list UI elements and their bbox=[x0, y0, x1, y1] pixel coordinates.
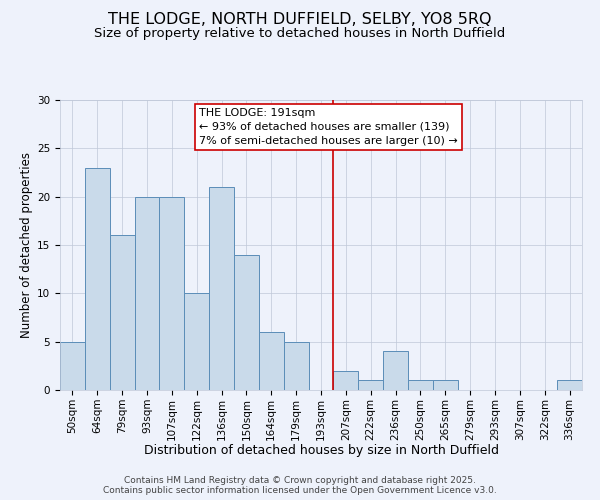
Bar bbox=[284, 342, 308, 390]
Bar bbox=[110, 236, 134, 390]
Text: THE LODGE: 191sqm
← 93% of detached houses are smaller (139)
7% of semi-detached: THE LODGE: 191sqm ← 93% of detached hous… bbox=[199, 108, 458, 146]
Bar bbox=[160, 196, 184, 390]
Bar bbox=[85, 168, 110, 390]
Bar bbox=[259, 332, 284, 390]
Y-axis label: Number of detached properties: Number of detached properties bbox=[20, 152, 33, 338]
Bar bbox=[433, 380, 458, 390]
Bar bbox=[383, 352, 408, 390]
Bar bbox=[557, 380, 582, 390]
Bar bbox=[408, 380, 433, 390]
Text: Contains HM Land Registry data © Crown copyright and database right 2025.: Contains HM Land Registry data © Crown c… bbox=[124, 476, 476, 485]
Bar bbox=[334, 370, 358, 390]
Bar bbox=[358, 380, 383, 390]
Bar bbox=[209, 187, 234, 390]
Bar bbox=[60, 342, 85, 390]
Bar bbox=[184, 294, 209, 390]
X-axis label: Distribution of detached houses by size in North Duffield: Distribution of detached houses by size … bbox=[143, 444, 499, 457]
Bar bbox=[134, 196, 160, 390]
Text: THE LODGE, NORTH DUFFIELD, SELBY, YO8 5RQ: THE LODGE, NORTH DUFFIELD, SELBY, YO8 5R… bbox=[108, 12, 492, 28]
Bar bbox=[234, 254, 259, 390]
Text: Contains public sector information licensed under the Open Government Licence v3: Contains public sector information licen… bbox=[103, 486, 497, 495]
Text: Size of property relative to detached houses in North Duffield: Size of property relative to detached ho… bbox=[94, 28, 506, 40]
